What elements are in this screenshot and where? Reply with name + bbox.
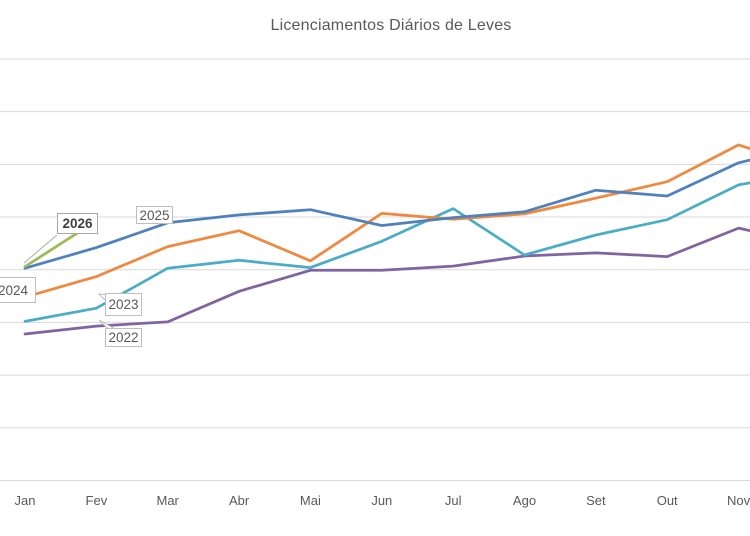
series-line-2024: [23, 143, 750, 299]
series-line-2026: [23, 230, 80, 268]
callout-leader-line: [23, 234, 58, 264]
x-axis-tick-jan: Jan: [14, 493, 36, 508]
x-axis-tick-ago: Ago: [512, 493, 537, 508]
series-label-2026: 2026: [57, 213, 98, 234]
x-axis-tick-out: Out: [656, 493, 678, 508]
series-line-2023: [23, 181, 750, 323]
series-lines: [23, 143, 750, 336]
series-label-2025: 2025: [136, 206, 173, 224]
series-label-2022: 2022: [105, 328, 142, 347]
x-axis-tick-fev: Fev: [85, 493, 108, 508]
x-axis-tick-set: Set: [586, 493, 606, 508]
chart-title: Licenciamentos Diários de Leves: [270, 17, 512, 34]
series-label-2023: 2023: [105, 293, 142, 316]
x-axis-tick-nov: Nov: [727, 493, 750, 508]
x-axis-tick-mai: Mai: [299, 493, 321, 508]
x-axis-tick-jun: Jun: [371, 493, 393, 508]
series-line-2025: [23, 158, 750, 270]
x-axis-tick-abr: Abr: [228, 493, 250, 508]
x-axis-tick-mar: Mar: [156, 493, 179, 508]
series-label-2024: 2024: [0, 277, 36, 303]
x-axis-tick-jul: Jul: [444, 493, 462, 508]
series-line-2022: [23, 226, 750, 336]
